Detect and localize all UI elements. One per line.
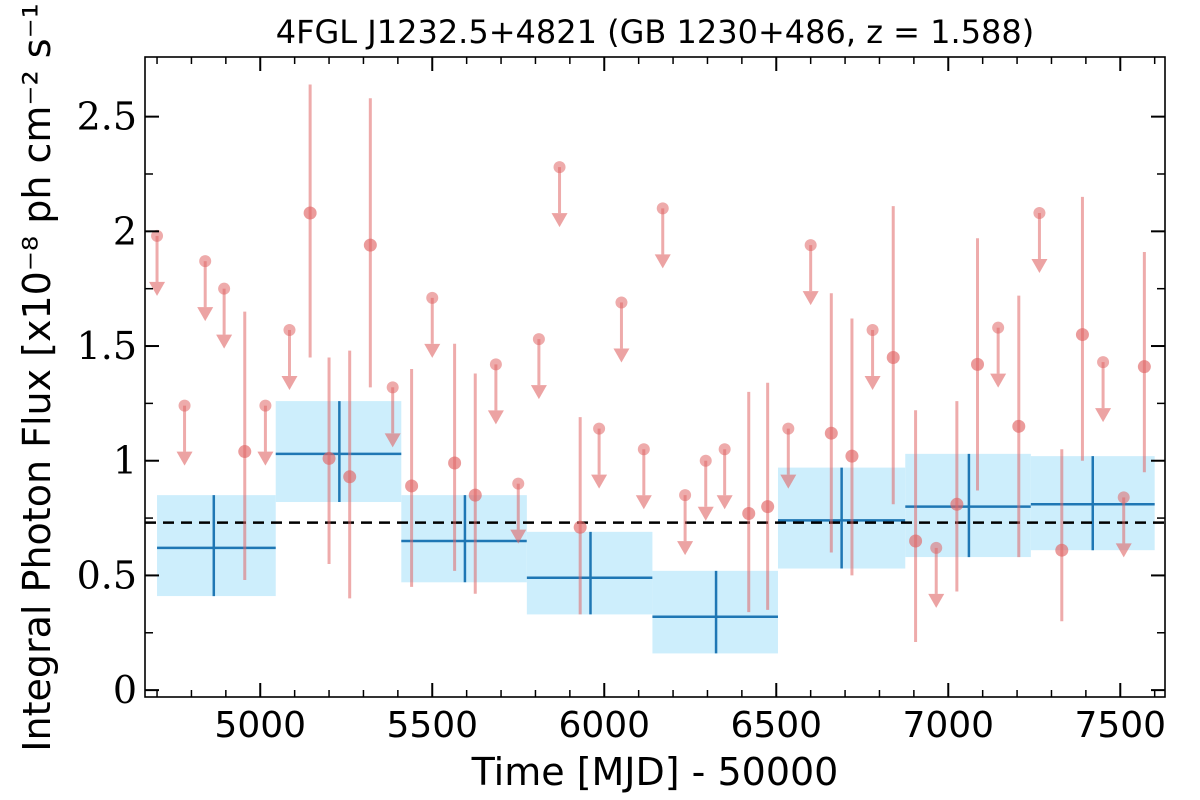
flux-point: [1055, 543, 1069, 557]
upper-limit-point: [151, 229, 164, 242]
plot-frame: [144, 56, 1166, 698]
upper-limit-arrow: [697, 506, 714, 521]
upper-limit-point: [259, 399, 272, 412]
upper-limit-arrow: [424, 343, 441, 358]
y-tick-label: 0: [113, 668, 137, 712]
upper-limit-point: [1097, 356, 1110, 369]
y-tick-label: 1.5: [77, 324, 137, 368]
upper-limit-point: [386, 381, 399, 394]
upper-limit-arrow: [635, 495, 652, 510]
flux-point: [1075, 328, 1089, 342]
flux-points-layer: [149, 84, 1151, 642]
y-axis-label: Integral Photon Flux [x10⁻⁸ ph cm⁻² s⁻¹]: [15, 0, 59, 752]
upper-limit-arrow: [216, 334, 233, 349]
y-tick-label: 1: [113, 439, 137, 483]
upper-limit-point: [532, 333, 545, 346]
flux-point: [468, 488, 482, 502]
upper-limit-arrow: [257, 451, 274, 466]
flux-point: [761, 500, 775, 514]
upper-limit-arrow: [654, 254, 671, 269]
y-tick-label: 2.5: [77, 95, 137, 139]
flux-point: [950, 497, 964, 511]
upper-limit-point: [178, 399, 191, 412]
upper-limit-arrow: [802, 291, 819, 306]
flux-point: [824, 426, 838, 440]
upper-limit-point: [218, 282, 231, 295]
upper-limit-point: [283, 323, 296, 336]
chart-title: 4FGL J1232.5+4821 (GB 1230+486, z = 1.58…: [276, 13, 1035, 51]
upper-limit-point: [593, 422, 606, 435]
binned-flux-layer: [157, 401, 1155, 654]
flux-point: [1137, 360, 1151, 374]
upper-limit-point: [656, 202, 669, 215]
upper-limit-point: [426, 291, 439, 304]
upper-limit-point: [199, 255, 212, 268]
upper-limit-arrow: [197, 307, 214, 322]
upper-limit-point: [992, 321, 1005, 334]
flux-point: [405, 479, 419, 493]
flux-point: [322, 451, 336, 465]
upper-limit-arrow: [677, 541, 694, 556]
x-tick-label: 5000: [214, 705, 306, 746]
upper-limit-arrow: [384, 433, 401, 448]
axis-ticks-layer: 5000 5500 6000 6500 7000 7500 0 0.5 1 1.5 2 2.5: [77, 57, 1166, 746]
upper-limit-arrow: [551, 213, 568, 228]
upper-limit-point: [553, 161, 566, 174]
upper-limit-arrow: [591, 474, 608, 489]
upper-limit-arrow: [530, 385, 547, 400]
upper-limit-arrow: [928, 593, 945, 608]
upper-limit-point: [637, 443, 650, 456]
flux-point: [886, 351, 900, 365]
flux-point: [303, 206, 317, 220]
upper-limit-point: [866, 323, 879, 336]
upper-limit-point: [782, 422, 795, 435]
flux-point: [1012, 419, 1026, 433]
upper-limit-point: [804, 239, 817, 252]
upper-limit-arrow: [487, 410, 504, 425]
upper-limit-point: [679, 489, 692, 502]
upper-limit-arrow: [990, 373, 1007, 388]
upper-limit-point: [615, 296, 628, 309]
x-tick-label: 6000: [558, 705, 650, 746]
upper-limit-point: [489, 358, 502, 371]
upper-limit-arrow: [1031, 258, 1048, 273]
bin-uncertainty-band: [157, 495, 276, 597]
flux-point: [343, 470, 357, 484]
upper-limit-arrow: [149, 281, 166, 296]
upper-limit-arrow: [864, 375, 881, 390]
flux-point: [363, 238, 377, 252]
upper-limit-arrow: [1115, 543, 1132, 558]
upper-limit-point: [699, 454, 712, 467]
upper-limit-arrow: [780, 474, 797, 489]
flux-point: [845, 449, 859, 463]
upper-limit-arrow: [510, 529, 527, 544]
upper-limit-point: [512, 477, 525, 490]
upper-limit-point: [1117, 491, 1130, 504]
flux-point: [971, 357, 985, 371]
upper-limit-point: [930, 541, 943, 554]
flux-point: [573, 520, 587, 534]
x-tick-label: 6500: [730, 705, 822, 746]
upper-limit-arrow: [716, 495, 733, 510]
upper-limit-arrow: [281, 375, 298, 390]
upper-limit-point: [718, 443, 731, 456]
flux-point: [742, 506, 756, 520]
x-tick-label: 5500: [386, 705, 478, 746]
upper-limit-arrow: [1095, 408, 1112, 423]
x-axis-label: Time [MJD] - 50000: [471, 750, 839, 794]
flux-point: [448, 456, 462, 470]
flux-point: [909, 534, 923, 548]
x-tick-label: 7000: [902, 705, 994, 746]
y-tick-label: 0.5: [77, 553, 137, 597]
upper-limit-arrow: [613, 348, 630, 363]
flux-point: [238, 445, 252, 459]
upper-limit-point: [1033, 206, 1046, 219]
upper-limit-arrow: [176, 451, 193, 466]
y-tick-label: 2: [113, 209, 137, 253]
x-tick-label: 7500: [1074, 705, 1166, 746]
